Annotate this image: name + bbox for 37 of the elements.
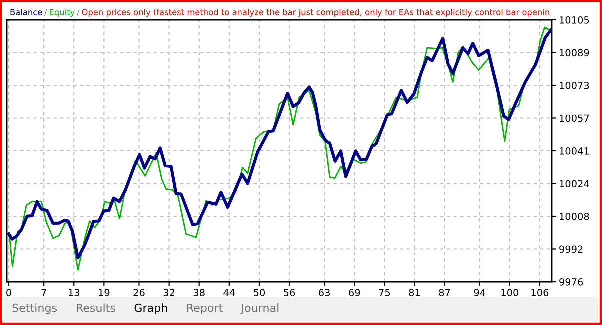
x-tick-label: 81 — [409, 289, 420, 296]
text: Report — [187, 304, 223, 314]
y-tick-label: 9992 — [560, 246, 583, 254]
x-tick-label: 94 — [474, 289, 486, 296]
x-tick-label: 38 — [194, 289, 205, 296]
text: Graph — [134, 304, 168, 314]
x-tick-label: 32 — [164, 289, 175, 296]
y-tick-label: 10041 — [560, 147, 589, 155]
x-tick-label: 0 — [6, 289, 12, 296]
y-tick-label: 10008 — [560, 212, 590, 220]
x-tick-label: 44 — [224, 289, 236, 296]
y-tick-label: 10057 — [560, 114, 590, 122]
chart-subtitle: Open prices only (fastest method to analyze the bar just completed, only for EAs that explicitly control bar openin — [82, 9, 550, 17]
text: / — [44, 9, 48, 16]
y-tick-label: 10105 — [560, 16, 590, 24]
x-tick-label: 26 — [134, 289, 145, 296]
x-tick-label: 63 — [319, 289, 330, 296]
y-tick-label: 10089 — [560, 49, 590, 57]
y-tick-label: 9976 — [560, 278, 584, 286]
x-tick-label: 13 — [69, 289, 80, 296]
y-tick-label: 10024 — [560, 180, 590, 188]
x-tick-label: 7 — [42, 289, 46, 296]
x-tick-label: 100 — [502, 289, 519, 296]
text: Settings — [12, 304, 58, 314]
text: Journal — [240, 304, 279, 314]
text: / — [77, 9, 80, 16]
x-tick-label: 69 — [349, 289, 360, 296]
x-tick-label: 75 — [379, 289, 390, 296]
x-tick-label: 87 — [439, 289, 450, 296]
x-tick-label: 50 — [254, 289, 266, 296]
text: Equity — [50, 9, 75, 17]
x-tick-label: 19 — [99, 289, 110, 296]
text: Balance — [10, 9, 42, 16]
x-tick-label: 106 — [532, 289, 549, 296]
x-tick-label: 56 — [284, 289, 296, 296]
text: Results — [76, 304, 116, 312]
y-tick-label: 10073 — [560, 82, 590, 90]
